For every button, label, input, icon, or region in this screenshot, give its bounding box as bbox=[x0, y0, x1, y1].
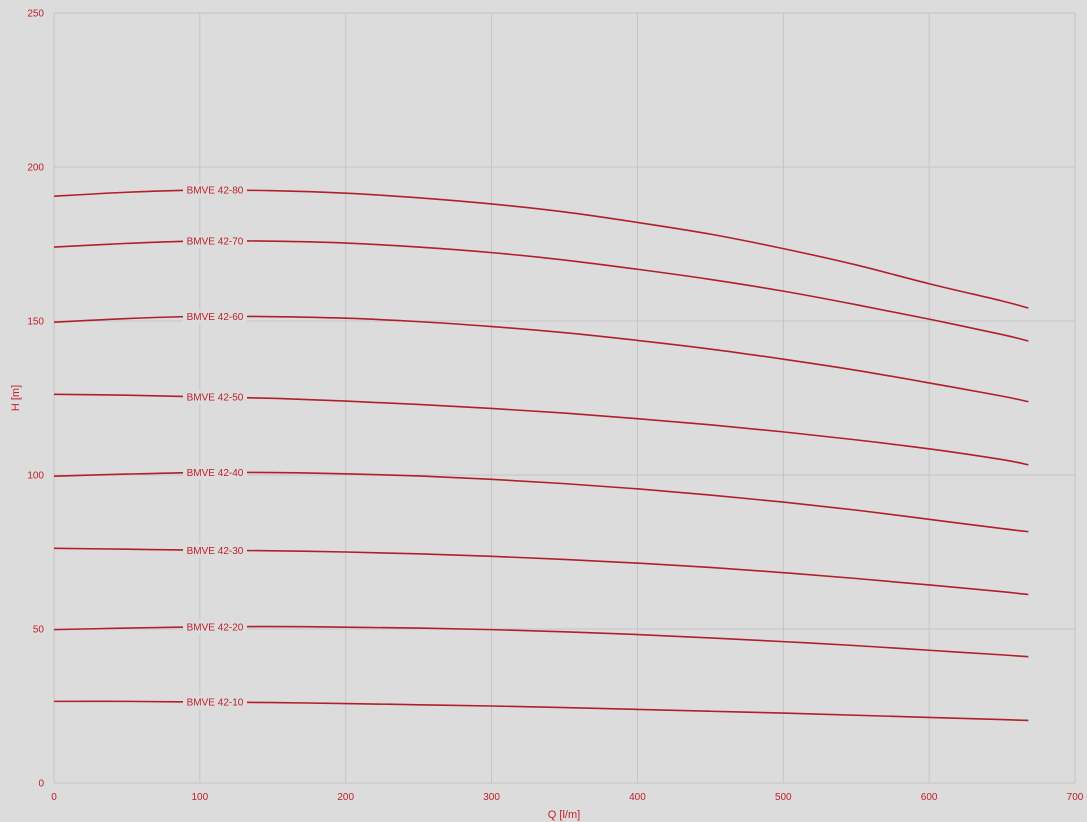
y-tick-label: 100 bbox=[27, 471, 44, 482]
series-bmve-42-50: BMVE 42-50 bbox=[53, 390, 1029, 466]
series-bmve-42-70: BMVE 42-70 bbox=[53, 233, 1029, 342]
x-tick-label: 200 bbox=[337, 792, 354, 803]
y-tick-label: 250 bbox=[27, 9, 44, 20]
series-label-backdrop bbox=[183, 465, 247, 480]
series-label-backdrop bbox=[183, 183, 247, 198]
series-bmve-42-10: BMVE 42-10 bbox=[53, 695, 1029, 722]
series-label: BMVE 42-30 bbox=[187, 546, 244, 557]
series-label: BMVE 42-10 bbox=[187, 698, 244, 709]
x-tick-label: 700 bbox=[1067, 792, 1084, 803]
series-bmve-42-40: BMVE 42-40 bbox=[53, 465, 1029, 533]
series-label: BMVE 42-20 bbox=[187, 622, 244, 633]
series-label: BMVE 42-60 bbox=[187, 312, 244, 323]
series-label-backdrop bbox=[183, 390, 247, 405]
y-tick-label: 200 bbox=[27, 163, 44, 174]
y-tick-label: 150 bbox=[27, 317, 44, 328]
y-tick-label: 0 bbox=[38, 779, 44, 790]
series-label: BMVE 42-40 bbox=[187, 468, 244, 479]
x-tick-label: 300 bbox=[483, 792, 500, 803]
series-bmve-42-20: BMVE 42-20 bbox=[53, 619, 1029, 658]
series-label: BMVE 42-50 bbox=[187, 393, 244, 404]
x-tick-label: 100 bbox=[192, 792, 209, 803]
x-tick-label: 500 bbox=[775, 792, 792, 803]
series-bmve-42-60: BMVE 42-60 bbox=[53, 309, 1029, 403]
x-axis-title: Q [l/m] bbox=[548, 809, 580, 821]
x-tick-label: 600 bbox=[921, 792, 938, 803]
series-bmve-42-30: BMVE 42-30 bbox=[53, 543, 1029, 596]
x-tick-label: 0 bbox=[51, 792, 57, 803]
series-label-backdrop bbox=[183, 695, 247, 710]
tick-labels: 0 100 200 300 400 500 600 700 0 50 100 150 200 250 bbox=[27, 9, 1083, 804]
y-tick-label: 50 bbox=[33, 625, 45, 636]
series-bmve-42-80: BMVE 42-80 bbox=[53, 183, 1029, 309]
grid-layer bbox=[53, 12, 1076, 784]
x-tick-label: 400 bbox=[629, 792, 646, 803]
series-label-backdrop bbox=[183, 619, 247, 634]
series-layer: BMVE 42-80 BMVE 42-70 BMVE 42-60 BMVE 42-50… bbox=[53, 183, 1029, 722]
series-label-backdrop bbox=[183, 309, 247, 324]
series-label-backdrop bbox=[183, 233, 247, 248]
series-label: BMVE 42-70 bbox=[187, 236, 244, 247]
series-label-backdrop bbox=[183, 543, 247, 558]
series-label: BMVE 42-80 bbox=[187, 186, 244, 197]
y-axis-title: H [m] bbox=[10, 385, 22, 411]
